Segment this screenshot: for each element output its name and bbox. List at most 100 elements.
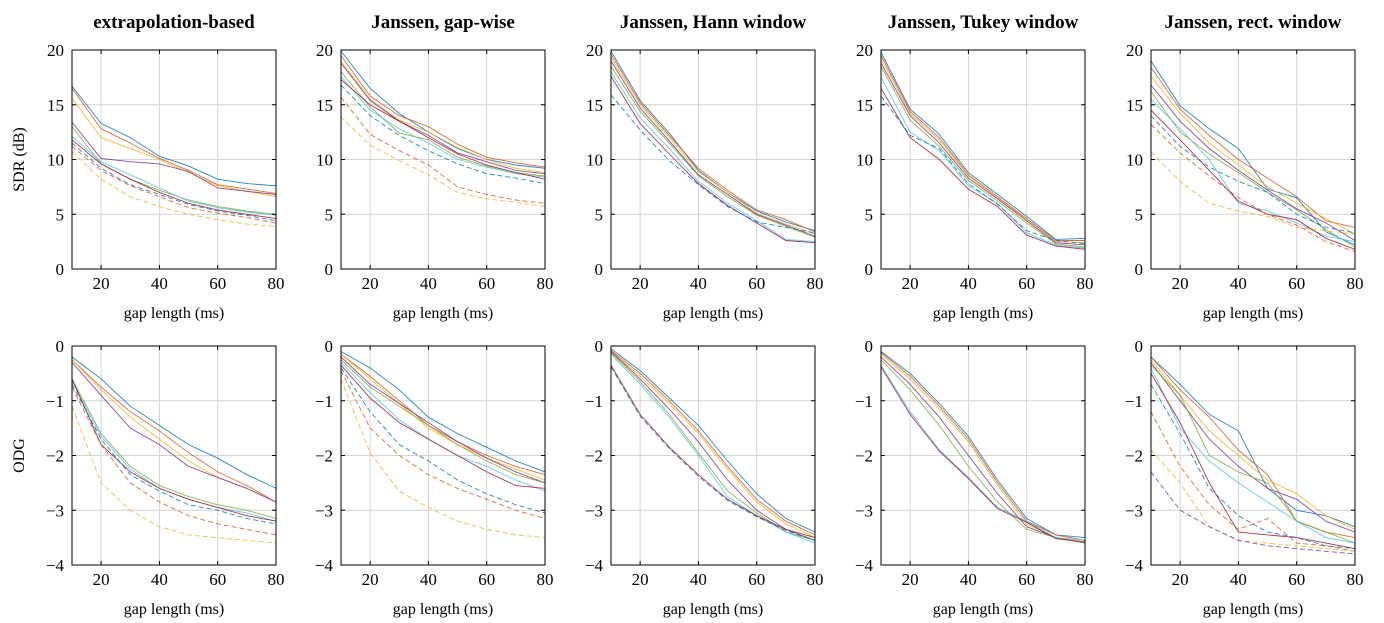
series-line-3 (1151, 76, 1355, 235)
series-line-4 (341, 356, 545, 484)
series-line-4 (72, 362, 276, 503)
y-tick-label: −4 (46, 556, 65, 575)
y-tick-label: −3 (46, 501, 64, 520)
panel-title: Janssen, gap-wise (371, 12, 515, 33)
series-group (1151, 60, 1355, 252)
x-axis-label: gap length (ms) (663, 601, 763, 618)
series-line-5 (1151, 364, 1355, 544)
series-group (1151, 356, 1355, 555)
series-line-9 (1151, 411, 1355, 552)
x-tick-label: 40 (960, 274, 977, 293)
series-line-3 (611, 57, 815, 235)
series-line-2 (611, 54, 815, 233)
x-tick-label: 60 (478, 570, 495, 589)
series-line-1 (881, 351, 1085, 539)
y-tick-label: 15 (856, 96, 873, 115)
y-tick-label: −2 (1125, 447, 1143, 466)
series-group (341, 50, 545, 208)
series-line-4 (341, 62, 545, 175)
y-tick-label: −3 (1125, 501, 1143, 520)
y-tick-label: 20 (1126, 41, 1143, 60)
series-line-8 (611, 94, 815, 234)
panel-2: 20 40 60 80 0 5 10 15 20 gap length (ms) Janssen, … (316, 12, 554, 322)
y-tick-label: 10 (1126, 151, 1143, 170)
y-tick-label: −3 (315, 501, 333, 520)
series-line-5 (72, 378, 276, 519)
series-line-2 (881, 55, 1085, 241)
series-line-4 (611, 351, 815, 541)
series-line-4 (1151, 362, 1355, 533)
x-tick-label: 40 (151, 570, 168, 589)
y-tick-label: −2 (315, 447, 333, 466)
series-line-5 (611, 66, 815, 238)
y-tick-label: −2 (855, 447, 873, 466)
series-line-3 (611, 351, 815, 539)
series-line-2 (72, 88, 276, 194)
y-tick-label: −2 (46, 447, 64, 466)
x-axis-label: gap length (ms) (663, 305, 763, 322)
series-line-10 (341, 116, 545, 208)
series-line-7 (72, 378, 276, 522)
series-line-3 (881, 58, 1085, 244)
y-tick-label: −1 (585, 392, 603, 411)
x-tick-label: 80 (807, 274, 824, 293)
series-line-1 (1151, 356, 1355, 528)
x-axis-label: gap length (ms) (1203, 601, 1303, 618)
x-tick-label: 60 (1018, 570, 1035, 589)
series-line-2 (881, 352, 1085, 541)
series-line-4 (881, 356, 1085, 544)
x-axis-label: gap length (ms) (933, 601, 1033, 618)
y-tick-label: 5 (1135, 205, 1144, 224)
y-tick-label: −3 (585, 501, 603, 520)
series-line-8 (1151, 384, 1355, 550)
series-line-2 (611, 350, 815, 536)
series-group (341, 351, 545, 539)
series-group (881, 51, 1085, 250)
y-tick-label: 5 (325, 205, 334, 224)
series-line-7 (341, 79, 545, 180)
y-tick-label: 5 (595, 205, 604, 224)
series-line-4 (611, 60, 815, 237)
panel-5: 20 40 60 80 0 5 10 15 20 gap length (ms) Janssen, … (1126, 12, 1364, 322)
y-tick-label: 20 (586, 41, 603, 60)
y-tick-label: 0 (56, 260, 65, 279)
y-tick-label: 15 (1126, 96, 1143, 115)
y-tick-label: 0 (595, 260, 604, 279)
series-line-1 (881, 51, 1085, 240)
x-tick-label: 60 (1288, 274, 1305, 293)
x-tick-label: 40 (690, 274, 707, 293)
y-tick-label: −1 (855, 392, 873, 411)
y-tick-label: 0 (325, 260, 334, 279)
y-tick-label: 0 (1135, 260, 1144, 279)
series-line-10 (1151, 151, 1355, 235)
series-line-9 (72, 386, 276, 536)
series-group (611, 50, 815, 244)
panel-9: 20 40 60 80 −4 −3 −2 −1 0 gap length (ms) (855, 337, 1094, 618)
x-tick-label: 20 (1172, 274, 1189, 293)
y-tick-label: 10 (856, 151, 873, 170)
x-tick-label: 60 (478, 274, 495, 293)
y-tick-label: −4 (315, 556, 334, 575)
series-line-6 (341, 76, 545, 178)
y-tick-label: −4 (1125, 556, 1144, 575)
series-line-3 (341, 353, 545, 481)
x-tick-label: 40 (420, 570, 437, 589)
series-line-6 (611, 71, 815, 243)
y-tick-label: 0 (865, 260, 874, 279)
series-line-10 (341, 378, 545, 539)
series-line-2 (72, 359, 276, 503)
series-line-5 (1151, 91, 1355, 248)
y-axis-label: SDR (dB) (11, 127, 28, 191)
series-line-4 (881, 62, 1085, 246)
y-axis-label: ODG (11, 438, 28, 473)
x-tick-label: 60 (209, 274, 226, 293)
series-line-8 (72, 142, 276, 222)
x-tick-label: 80 (1347, 274, 1364, 293)
series-line-1 (611, 348, 815, 533)
x-tick-label: 80 (268, 570, 285, 589)
panel-title: Janssen, Tukey window (888, 12, 1079, 33)
series-line-8 (881, 95, 1085, 245)
series-line-1 (72, 85, 276, 187)
y-tick-label: 20 (47, 41, 64, 60)
series-line-4 (1151, 84, 1355, 241)
